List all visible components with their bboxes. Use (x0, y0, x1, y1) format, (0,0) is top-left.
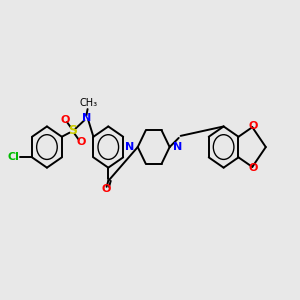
Text: O: O (60, 115, 70, 125)
Text: N: N (82, 113, 91, 124)
Text: CH₃: CH₃ (79, 98, 98, 108)
Text: O: O (101, 184, 110, 194)
Text: O: O (76, 137, 86, 147)
Text: N: N (125, 142, 134, 152)
Text: O: O (249, 121, 258, 131)
Text: O: O (249, 163, 258, 173)
Text: N: N (173, 142, 182, 152)
Text: Cl: Cl (8, 152, 19, 162)
Text: S: S (68, 124, 77, 137)
